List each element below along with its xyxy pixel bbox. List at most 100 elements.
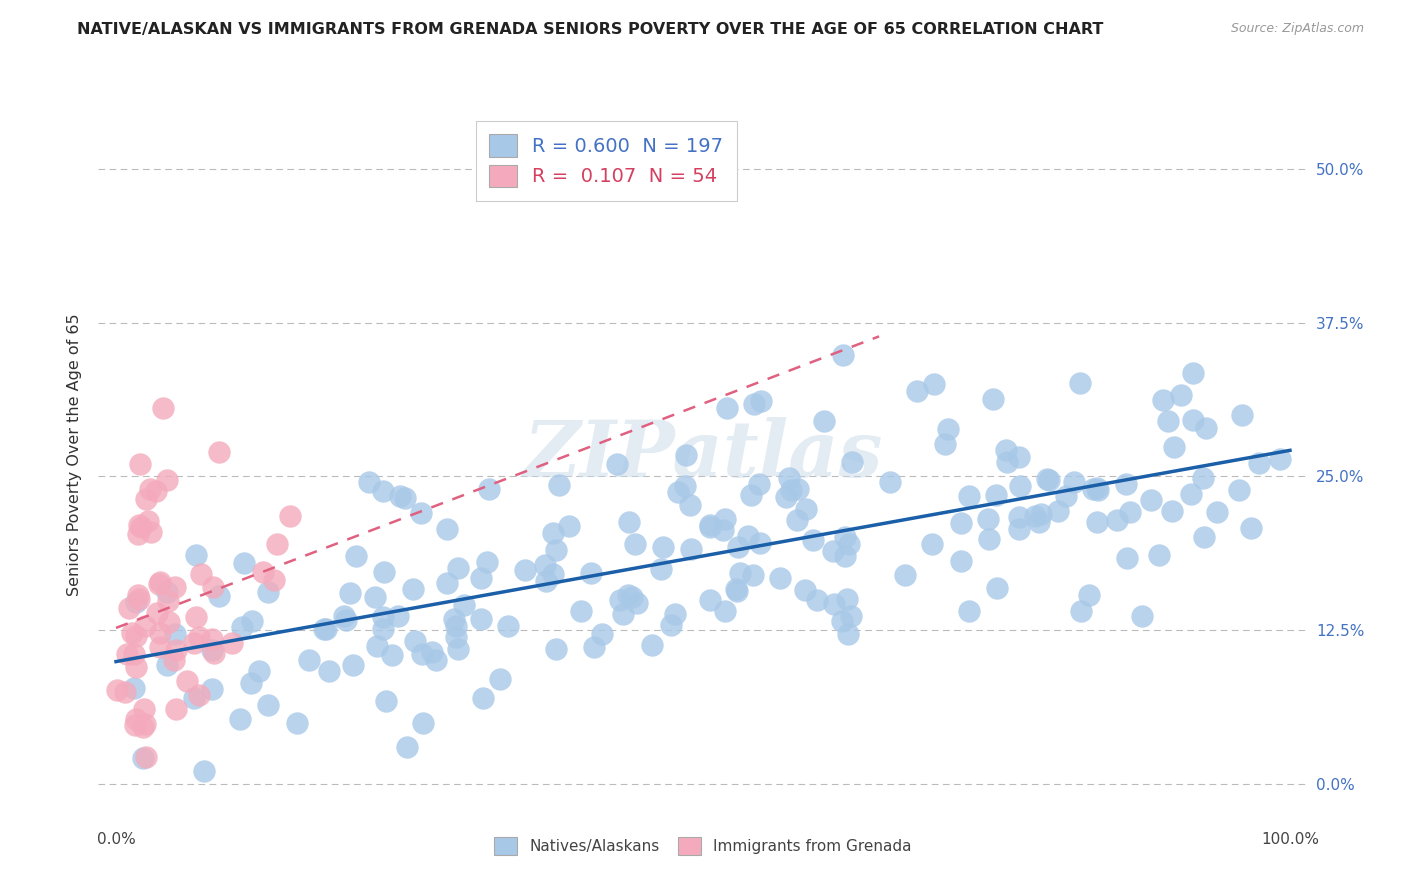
Point xyxy=(188,688,211,702)
Point xyxy=(371,484,394,499)
Point xyxy=(1147,548,1170,562)
Point xyxy=(837,627,859,641)
Point xyxy=(673,479,696,493)
Point xyxy=(699,518,721,533)
Point xyxy=(124,718,146,732)
Point xyxy=(190,566,212,581)
Point xyxy=(617,515,640,529)
Point xyxy=(981,392,1004,407)
Point xyxy=(233,556,256,570)
Point xyxy=(411,647,433,661)
Point xyxy=(184,610,207,624)
Point xyxy=(156,657,179,672)
Point xyxy=(165,643,187,657)
Point xyxy=(995,443,1018,458)
Point xyxy=(146,606,169,620)
Point xyxy=(471,690,494,705)
Point xyxy=(949,554,972,568)
Point xyxy=(977,532,1000,546)
Point xyxy=(132,701,155,715)
Point xyxy=(335,613,357,627)
Point xyxy=(132,720,155,734)
Point xyxy=(157,615,180,629)
Point xyxy=(202,580,225,594)
Point xyxy=(156,594,179,608)
Point xyxy=(1157,414,1180,428)
Point xyxy=(208,445,231,459)
Point xyxy=(247,664,270,678)
Point xyxy=(1192,470,1215,484)
Point xyxy=(713,603,735,617)
Point xyxy=(278,508,301,523)
Point xyxy=(775,491,797,505)
Point xyxy=(125,595,148,609)
Point xyxy=(478,482,501,496)
Point xyxy=(115,647,138,661)
Point xyxy=(443,612,465,626)
Point xyxy=(1152,392,1174,407)
Point xyxy=(184,548,207,562)
Point xyxy=(1268,452,1291,467)
Point xyxy=(166,702,188,716)
Point xyxy=(841,455,863,469)
Point xyxy=(1249,457,1271,471)
Point xyxy=(447,561,470,575)
Point xyxy=(1240,521,1263,535)
Point xyxy=(839,609,862,624)
Point xyxy=(136,514,159,528)
Point xyxy=(1070,604,1092,618)
Point xyxy=(1227,483,1250,498)
Point xyxy=(422,645,444,659)
Point xyxy=(727,541,749,555)
Point xyxy=(240,676,263,690)
Point xyxy=(1063,475,1085,490)
Legend: Natives/Alaskans, Immigrants from Grenada: Natives/Alaskans, Immigrants from Grenad… xyxy=(485,829,921,864)
Point xyxy=(402,582,425,596)
Point xyxy=(737,529,759,543)
Point xyxy=(624,537,647,551)
Point xyxy=(141,525,163,540)
Point xyxy=(986,581,1008,595)
Point xyxy=(834,530,856,544)
Point xyxy=(579,566,602,581)
Point xyxy=(470,612,492,626)
Point xyxy=(156,584,179,599)
Point xyxy=(148,576,170,591)
Point xyxy=(650,562,672,576)
Point xyxy=(666,485,689,500)
Point xyxy=(453,599,475,613)
Point xyxy=(1078,588,1101,602)
Point xyxy=(984,488,1007,502)
Point xyxy=(339,586,361,600)
Point xyxy=(641,638,664,652)
Point xyxy=(373,565,395,579)
Point xyxy=(821,543,844,558)
Point xyxy=(105,683,128,698)
Point xyxy=(786,482,808,496)
Point xyxy=(742,397,765,411)
Point xyxy=(834,549,856,564)
Point xyxy=(122,681,145,695)
Point xyxy=(832,348,855,362)
Point xyxy=(128,591,150,606)
Point xyxy=(412,716,434,731)
Point xyxy=(128,457,150,471)
Point xyxy=(163,653,186,667)
Point xyxy=(1046,504,1069,518)
Point xyxy=(546,543,568,558)
Point xyxy=(252,566,274,580)
Point xyxy=(1115,551,1137,566)
Point xyxy=(373,622,395,636)
Point xyxy=(134,716,156,731)
Point xyxy=(134,619,156,633)
Point xyxy=(266,537,288,551)
Point xyxy=(801,533,824,547)
Point xyxy=(831,614,853,628)
Point xyxy=(661,618,683,632)
Point xyxy=(229,712,252,726)
Point xyxy=(1054,489,1077,503)
Point xyxy=(786,513,808,527)
Point xyxy=(475,555,498,569)
Point xyxy=(678,498,700,512)
Point xyxy=(957,604,980,618)
